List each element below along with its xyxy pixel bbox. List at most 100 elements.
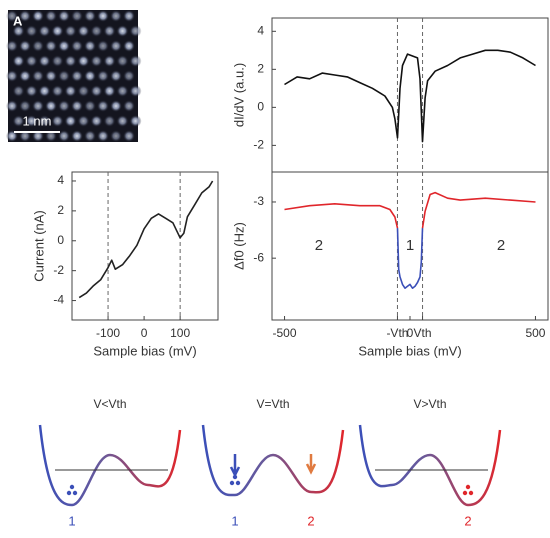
region-label: 2 [497,237,505,254]
y-tick-label: 4 [57,173,64,187]
electron [69,484,75,490]
electron [235,480,241,486]
atom [77,85,90,97]
potential-well [201,424,345,497]
atom [90,25,103,37]
atom [25,115,38,127]
well-label: 1 [231,513,238,528]
atom [58,130,70,142]
atom [6,100,18,112]
y-tick-label: 0 [257,100,264,114]
atom [12,25,25,37]
atom [84,40,96,52]
y-tick-label: -6 [253,250,264,264]
atom [12,55,25,67]
electron [462,490,468,496]
atom [90,85,103,97]
atom [38,55,51,67]
atom [103,25,116,37]
atom [123,70,135,82]
atom [90,115,103,127]
x-tick-label: 500 [525,326,545,340]
atom [19,40,31,52]
atom [64,85,77,97]
atom [19,10,31,22]
x-tick-label: 0 [141,326,148,340]
atom [25,25,38,37]
atom [84,10,96,22]
atom [77,55,90,67]
atom [116,115,129,127]
atom [84,130,96,142]
atom [123,10,135,22]
y-tick-label: 0 [57,233,64,247]
atom [64,55,77,67]
y-axis-label: Δf0 (Hz) [231,222,246,270]
atom [84,100,96,112]
atom [45,100,57,112]
atom [12,85,25,97]
atom [6,40,18,52]
atom [32,100,44,112]
atom [58,70,70,82]
plot-frame [271,17,549,173]
schematic-title: V>Vth [413,397,446,411]
atom [71,40,83,52]
atom [129,55,142,67]
atom [64,25,77,37]
atom [103,85,116,97]
electron [229,480,235,486]
atom [110,70,122,82]
data-line [284,49,536,143]
atom [51,25,64,37]
atom [129,115,142,127]
atom [103,55,116,67]
panel-label: A [13,13,23,28]
schematic-title: V<Vth [93,397,126,411]
atom [38,85,51,97]
y-tick-label: -2 [53,263,64,277]
x-axis-label: Sample bias (mV) [358,343,461,358]
atom [103,115,116,127]
tunnel-arrow [229,454,241,478]
atom [110,100,122,112]
atom [97,70,109,82]
atom [123,100,135,112]
atom [110,40,122,52]
atom [58,40,70,52]
data-line [284,191,536,229]
atom [32,40,44,52]
stm-image [6,10,142,142]
atom [25,85,38,97]
potential-well [38,424,182,507]
y-tick-label: 4 [257,23,264,37]
atom [116,55,129,67]
x-tick-label: Vth [414,326,432,340]
x-tick-label: 0 [407,326,414,340]
atom [110,130,122,142]
atom [97,130,109,142]
atom [77,115,90,127]
y-tick-label: 2 [57,203,64,217]
potential-well [358,424,502,507]
atom [84,70,96,82]
atom [51,55,64,67]
x-tick-label: -Vth [386,326,408,340]
y-tick-label: 2 [257,62,264,76]
atom [90,55,103,67]
well-label: 1 [68,513,75,528]
y-tick-label: -2 [253,138,264,152]
well-label: 2 [307,513,314,528]
x-tick-label: -500 [273,326,297,340]
atom [6,10,18,22]
scale-bar-label: 1 nm [23,113,52,128]
atom [45,10,57,22]
atom [71,70,83,82]
atom [6,70,18,82]
atom [116,25,129,37]
schematic-title: V=Vth [256,397,289,411]
atom [129,85,142,97]
atom [123,130,135,142]
atom [71,130,83,142]
